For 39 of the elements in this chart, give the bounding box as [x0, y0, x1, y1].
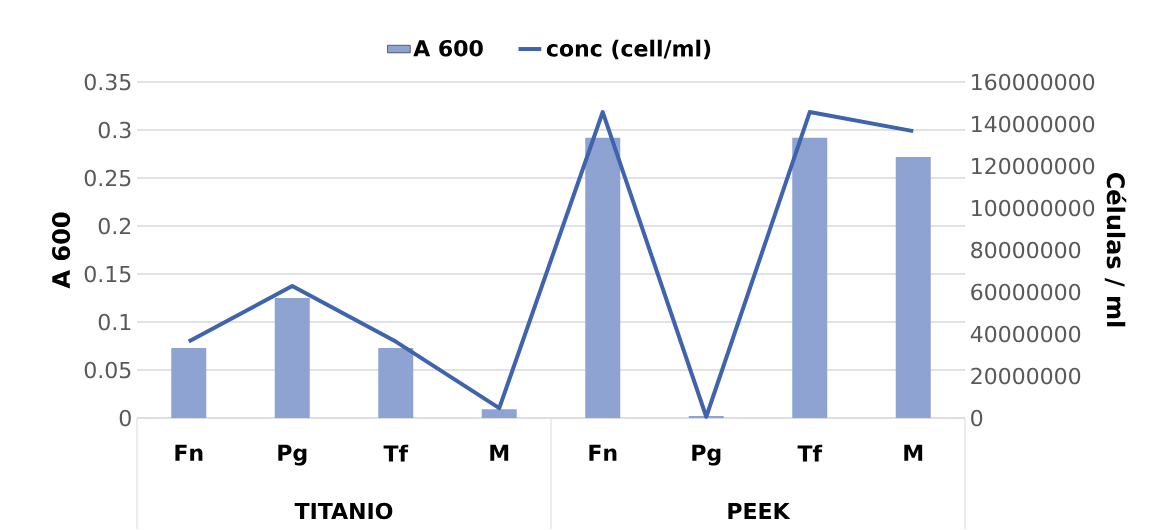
y-axis-title: A 600 [52, 212, 71, 289]
y2-tick-label: 20000000 [971, 367, 1081, 385]
bar [274, 298, 310, 419]
y2-tick-label: 160000000 [972, 73, 1095, 91]
x-tick-label: Tf [383, 444, 409, 462]
x-tick-label: M [490, 444, 509, 461]
y-tick-label: 0 [119, 409, 131, 427]
y-tick-label: 0.05 [84, 361, 131, 379]
y-tick-label: 0.15 [84, 265, 131, 283]
y2-tick-label: 60000000 [971, 283, 1081, 301]
bar [585, 137, 621, 419]
bar [378, 348, 414, 419]
x-tick-label: Fn [175, 444, 203, 461]
bar [895, 157, 931, 419]
bar [481, 409, 517, 419]
bar [171, 348, 207, 419]
line-series [186, 110, 916, 419]
x-tick-label: Tf [797, 444, 823, 462]
legend-label: A 600 [413, 40, 483, 57]
text: TITANIO [294, 502, 393, 520]
y2-tick-label: 140000000 [972, 115, 1095, 133]
y2-tick-label: 0 [971, 409, 983, 427]
y2-tick-label: 40000000 [970, 325, 1081, 343]
y2-axis-title: Células / ml [1104, 173, 1127, 327]
y-tick-label: 0.1 [98, 313, 131, 331]
legend-label: conc (cell/ml) [546, 39, 711, 60]
y2-tick-label: 80000000 [971, 241, 1081, 259]
y-tick-label: 0.3 [98, 121, 131, 139]
y-tick-label: 0.25 [84, 169, 131, 187]
x-tick-label: Fn [589, 444, 617, 461]
y2-tick-label: 120000000 [972, 157, 1095, 175]
y2-tick-label: 100000000 [972, 199, 1095, 217]
x-tick-label: Pg [278, 444, 307, 466]
text: PEEK [728, 503, 791, 520]
y-tick-label: 0.35 [84, 73, 131, 91]
y-tick-label: 0.2 [98, 217, 131, 235]
x-tick-label: Pg [692, 444, 721, 466]
bar [792, 137, 828, 419]
x-tick-label: M [904, 444, 923, 461]
